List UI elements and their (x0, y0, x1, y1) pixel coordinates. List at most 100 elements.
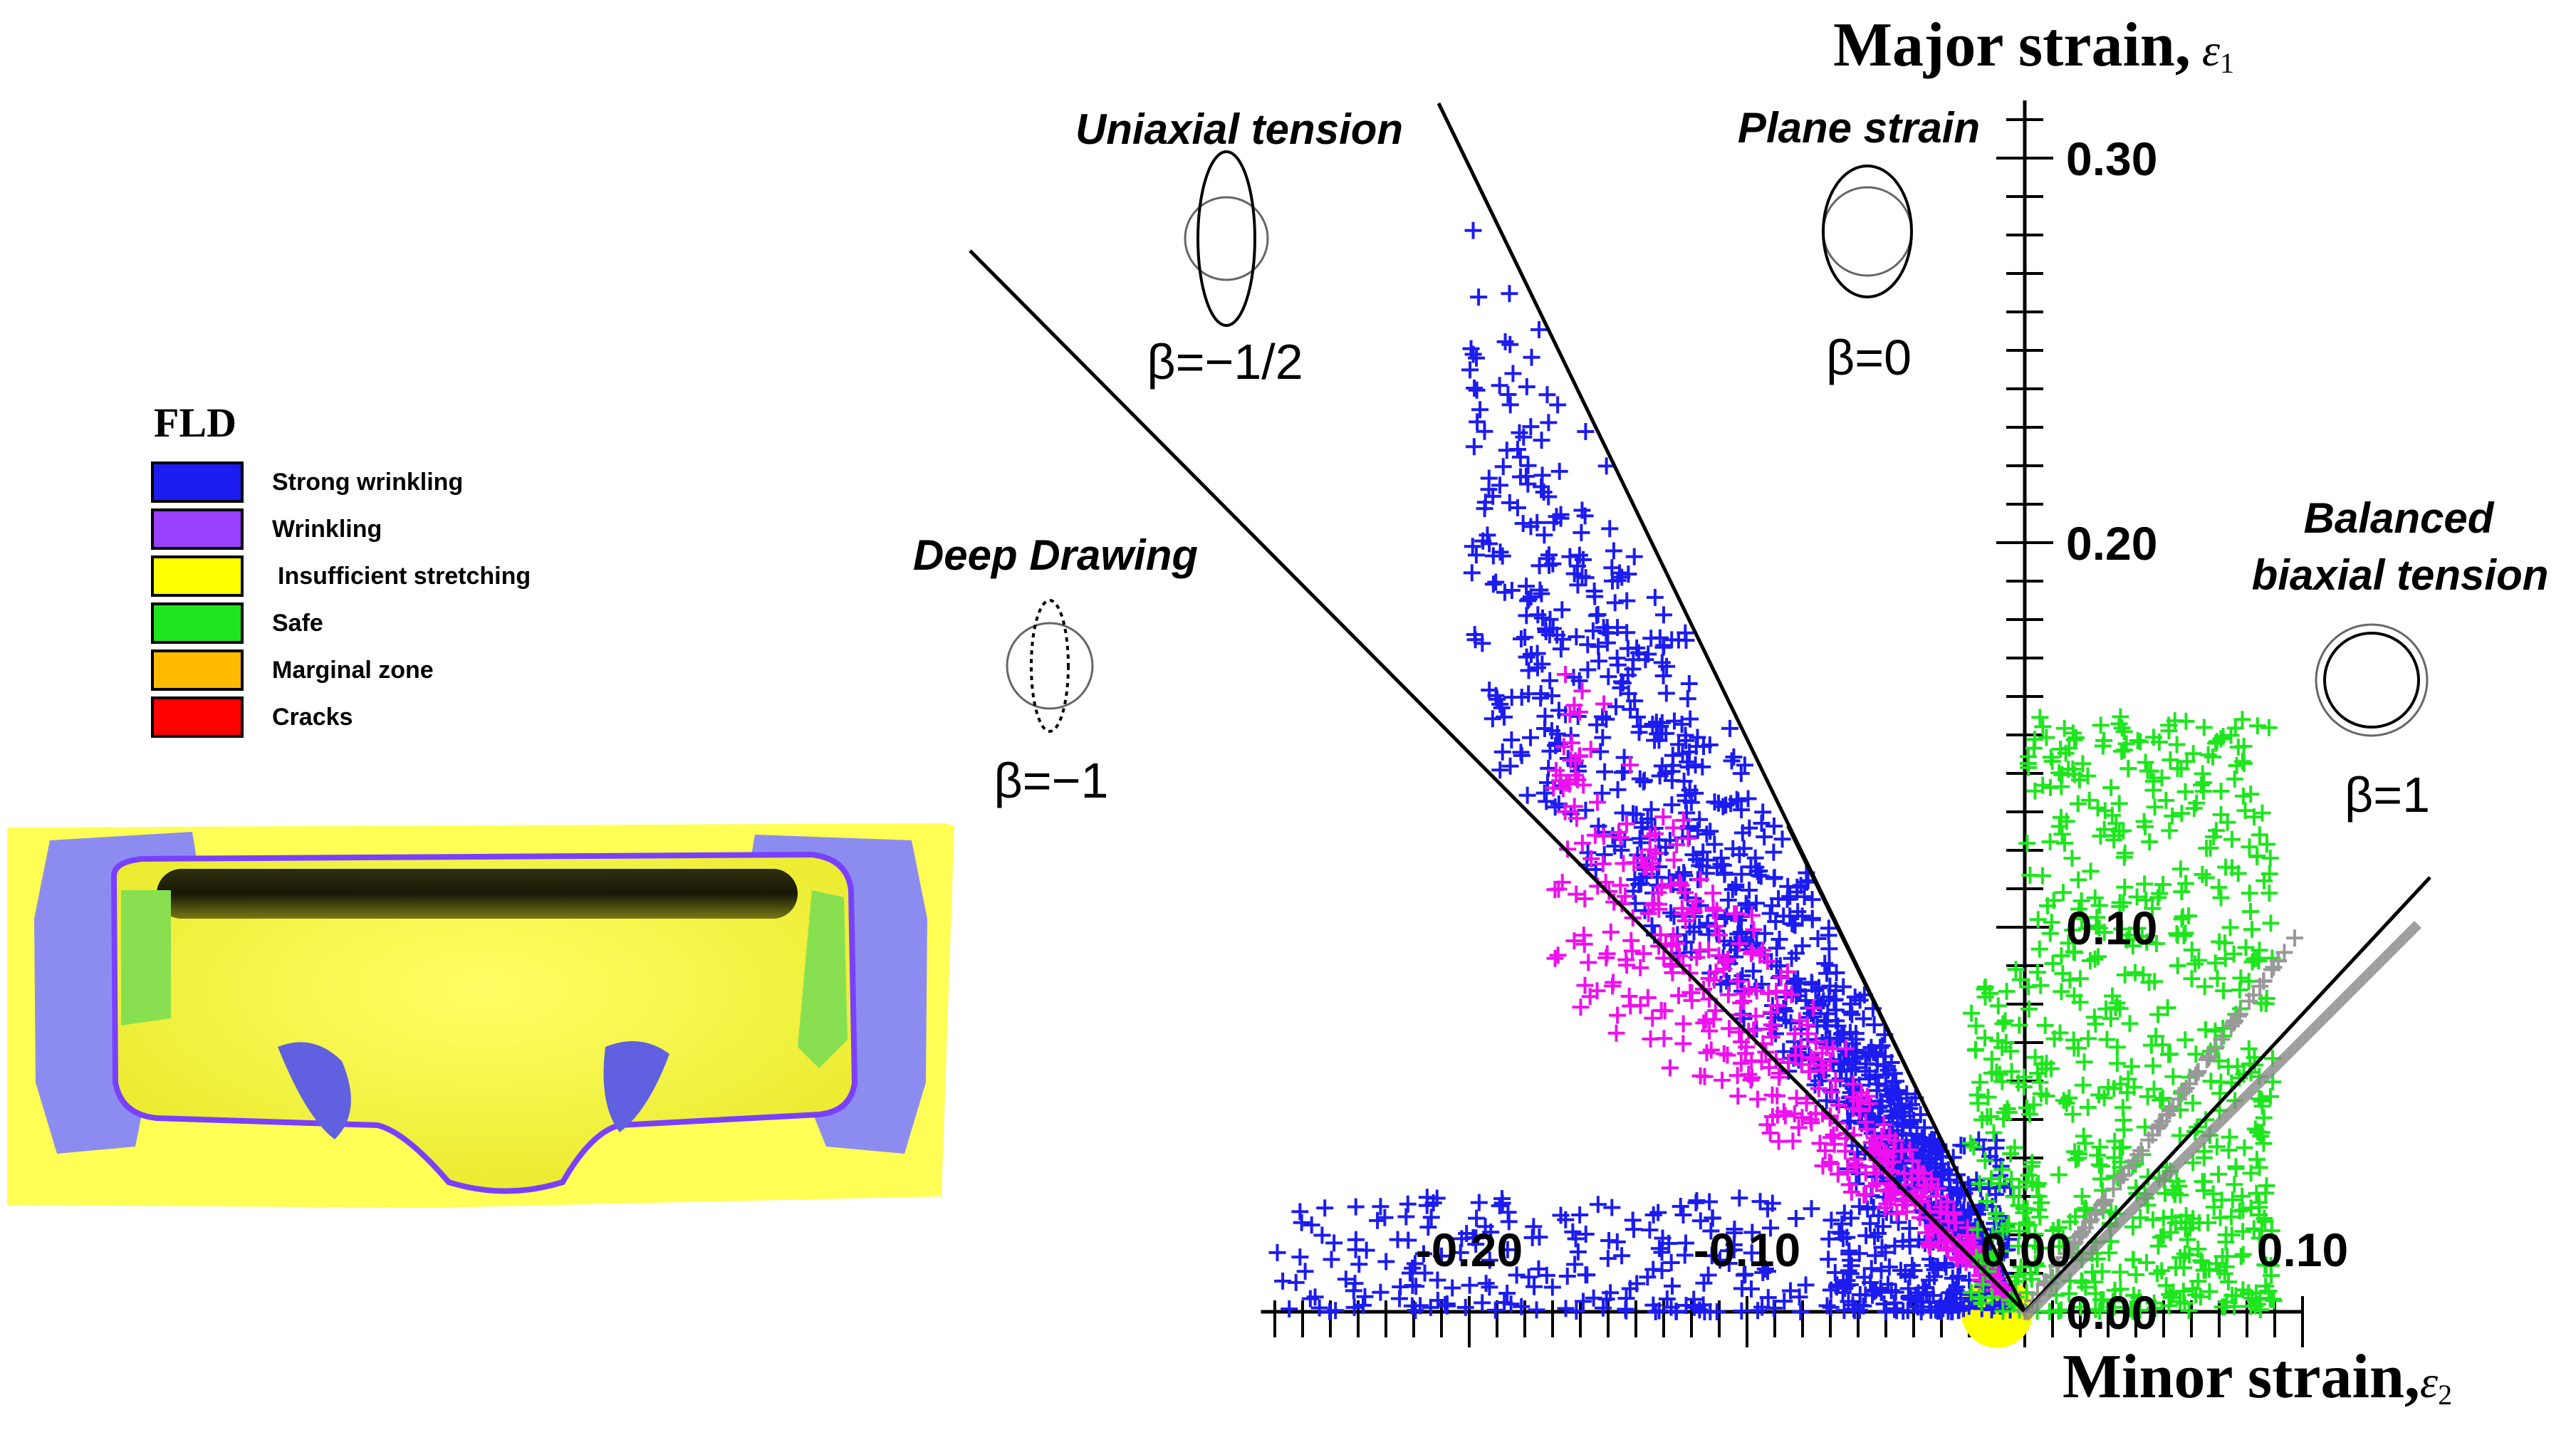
data-point (1857, 1286, 1874, 1304)
data-point (1857, 1227, 1875, 1245)
data-point (2226, 719, 2244, 737)
data-point (2119, 760, 2137, 778)
data-point (1851, 1301, 1869, 1319)
data-point (1971, 1175, 1988, 1193)
data-point (1709, 794, 1727, 812)
data-point (1981, 1250, 1999, 1268)
data-point (1962, 1283, 1980, 1301)
data-point (2146, 973, 2164, 991)
data-point (1927, 1187, 1945, 1205)
data-point (2055, 1248, 2072, 1266)
data-point (1474, 532, 1492, 550)
data-point (2056, 835, 2073, 852)
data-point (1669, 631, 1687, 649)
data-point (2257, 1184, 2275, 1202)
data-point (1467, 1236, 1485, 1253)
data-point (2157, 792, 2175, 810)
data-point (1268, 1243, 1286, 1261)
data-point (2124, 1251, 2142, 1269)
data-point (1998, 983, 2016, 1001)
data-point (2177, 1220, 2195, 1237)
data-point (1702, 1041, 1720, 1059)
data-point (2003, 1170, 2020, 1188)
data-point (2079, 767, 2097, 785)
x-tick-label: 0.00 (1981, 1223, 2072, 1276)
y-tick-label: 0.00 (2066, 1286, 2157, 1339)
data-point (1543, 722, 1560, 739)
data-point (1821, 1052, 1839, 1070)
data-point (1691, 810, 1709, 828)
data-point (2229, 739, 2247, 756)
data-point (1966, 1041, 1984, 1059)
data-point (2246, 1297, 2264, 1315)
data-point (2025, 1096, 2043, 1114)
data-point (1684, 846, 1702, 864)
data-point (1356, 1288, 1374, 1305)
data-point (1792, 1038, 1810, 1055)
data-point (1711, 926, 1728, 944)
series-2 (1961, 708, 2283, 1320)
data-point (1783, 949, 1800, 967)
data-point (2217, 1258, 2235, 1275)
data-point (1599, 624, 1617, 642)
data-point (1476, 422, 1493, 440)
legend-swatch (151, 602, 244, 644)
legend-swatch (151, 696, 244, 738)
data-point (2242, 786, 2260, 803)
data-point (1577, 1266, 1595, 1284)
data-point (1484, 575, 1502, 593)
data-point (1372, 1283, 1389, 1301)
data-point (1528, 1301, 1545, 1319)
uniaxial-glyph (1184, 150, 1269, 327)
data-point (1540, 759, 1558, 777)
data-point (1893, 1142, 1911, 1160)
data-point (1865, 1016, 1883, 1033)
data-point (1574, 550, 1592, 568)
data-point (2240, 973, 2258, 991)
data-point (1759, 1288, 1777, 1306)
data-point (1644, 716, 1662, 734)
data-point (1618, 592, 1636, 610)
data-point (1552, 506, 1570, 523)
data-point (1498, 1241, 1516, 1258)
data-point (2258, 835, 2275, 853)
data-point (2052, 1301, 2070, 1319)
data-point (2090, 897, 2108, 914)
data-point (1848, 1092, 1866, 1110)
data-point (1901, 1219, 1919, 1237)
data-point (2122, 1058, 2140, 1075)
data-point (1746, 849, 1764, 867)
data-point (2087, 1285, 2105, 1303)
data-point (1665, 712, 1683, 730)
data-point (1664, 964, 1681, 981)
data-point (2063, 850, 2081, 867)
data-point (1901, 1237, 1919, 1255)
y-tick-label: 0.30 (2066, 132, 2157, 185)
data-point (2060, 934, 2077, 952)
data-point (2022, 1265, 2040, 1283)
data-point (1557, 666, 1575, 684)
beta-label-biaxial: β=1 (2345, 767, 2430, 823)
x-tick-label: 0.10 (2257, 1223, 2348, 1276)
data-point (1738, 896, 1756, 914)
data-point (1851, 1100, 1869, 1118)
deformation-mode-glyphs (1006, 150, 2429, 737)
data-point (1993, 1072, 2011, 1090)
data-point (1983, 1064, 2001, 1082)
part-wrinkle-right-feature (603, 1041, 669, 1132)
data-point (1643, 917, 1661, 935)
data-point (1511, 448, 1529, 466)
data-point (2114, 1111, 2132, 1129)
data-point (1677, 884, 1694, 902)
data-point (1619, 640, 1637, 657)
y-axis-subscript: 1 (2220, 47, 2234, 79)
data-point (2052, 741, 2070, 758)
data-point (1905, 1262, 1923, 1280)
data-point (1533, 585, 1550, 602)
data-point (1821, 1030, 1839, 1048)
data-point (2251, 1090, 2268, 1108)
data-point (1660, 1235, 1678, 1253)
data-point (1471, 401, 1489, 419)
data-point (2141, 833, 2159, 850)
data-point (1554, 630, 1572, 648)
